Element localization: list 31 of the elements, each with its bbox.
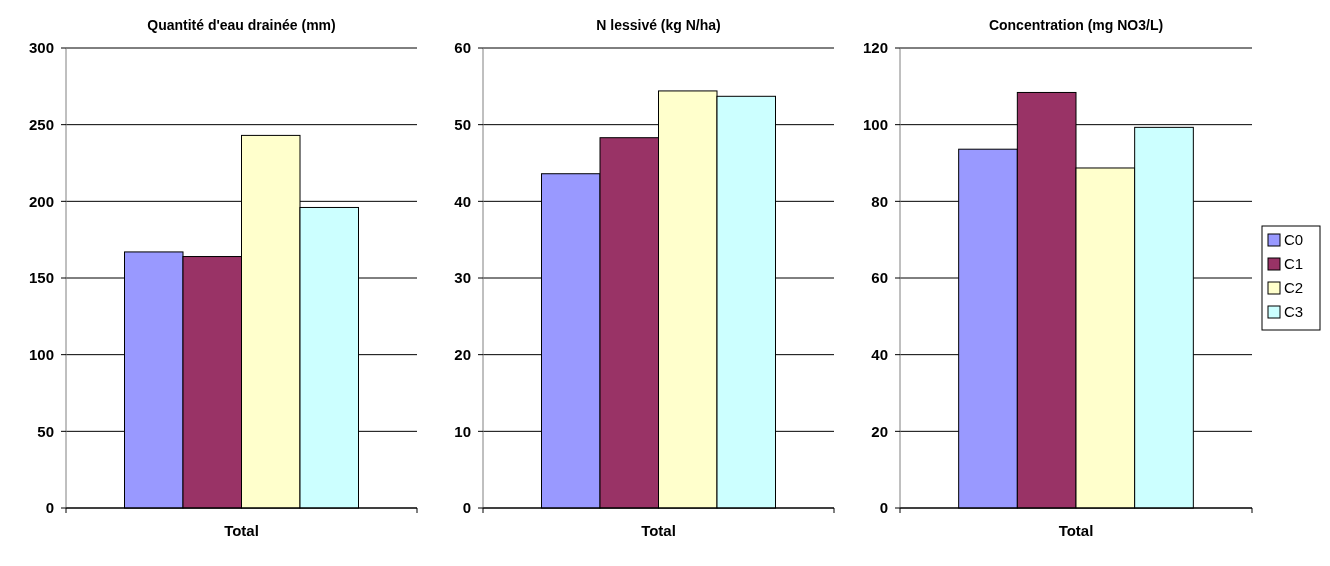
x-tick-label: Total	[224, 522, 259, 539]
y-tick-label: 20	[454, 345, 471, 363]
legend-label: C3	[1284, 303, 1304, 321]
x-tick-label: Total	[641, 522, 676, 539]
y-tick-label: 100	[862, 115, 888, 133]
y-tick-label: 40	[454, 192, 471, 210]
y-tick-label: 150	[28, 269, 54, 287]
y-tick-label: 0	[45, 499, 54, 517]
chart-title: Concentration (mg NO3/L)	[988, 17, 1164, 33]
y-tick-label: 10	[454, 422, 471, 440]
y-tick-label: 0	[879, 499, 888, 517]
y-tick-label: 100	[28, 345, 54, 363]
y-tick-label: 250	[28, 115, 54, 133]
y-tick-label: 0	[462, 499, 471, 517]
y-tick-label: 200	[28, 192, 54, 210]
y-tick-label: 80	[871, 192, 888, 210]
legend-label: C0	[1284, 231, 1304, 249]
chart-title: Quantité d'eau drainée (mm)	[147, 17, 336, 33]
x-tick-label: Total	[1058, 522, 1094, 539]
legend-label: C1	[1284, 255, 1304, 273]
y-tick-label: 60	[454, 39, 471, 57]
y-tick-label: 50	[37, 422, 54, 440]
y-tick-label: 50	[454, 115, 471, 133]
y-tick-label: 40	[871, 345, 888, 363]
chart-title: N lessivé (kg N/ha)	[596, 17, 721, 33]
y-tick-label: 20	[871, 422, 888, 440]
y-tick-label: 30	[454, 269, 471, 287]
y-tick-label: 300	[28, 39, 54, 57]
legend-label: C2	[1284, 279, 1304, 297]
y-tick-label: 60	[871, 269, 888, 287]
y-tick-label: 120	[862, 39, 888, 57]
